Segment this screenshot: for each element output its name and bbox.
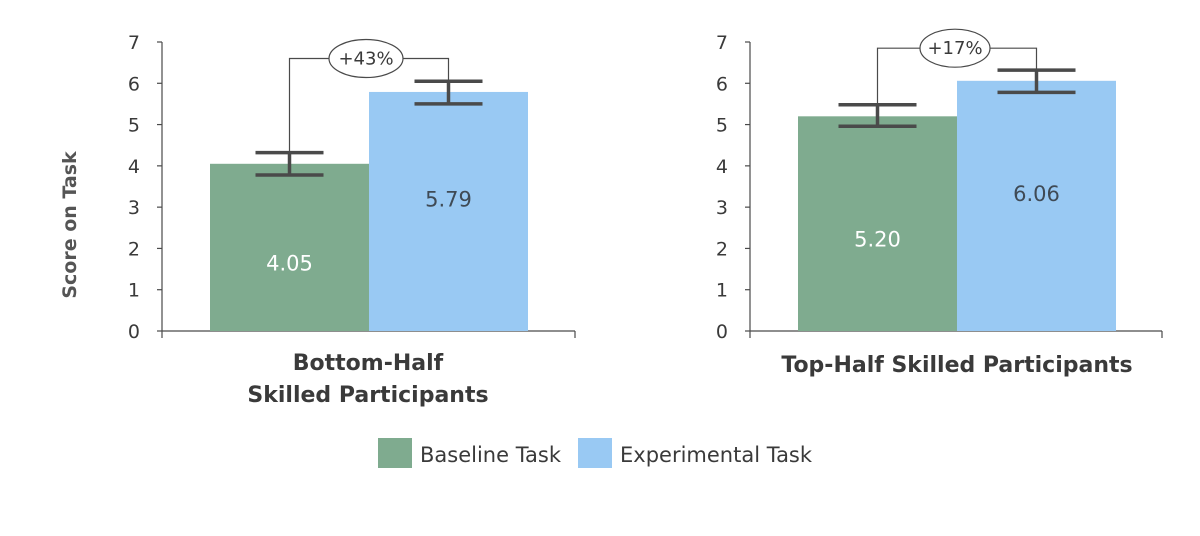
- y-tick-label: 6: [128, 73, 140, 95]
- y-tick-label: 4: [128, 156, 140, 178]
- y-tick-label: 7: [716, 32, 728, 54]
- y-tick-label: 5: [716, 115, 728, 137]
- legend-label-experimental: Experimental Task: [620, 443, 813, 467]
- pct-change-label: +17%: [927, 38, 982, 59]
- bar-value-label: 4.05: [266, 251, 313, 275]
- legend-label-baseline: Baseline Task: [420, 443, 562, 467]
- group-label: Skilled Participants: [247, 383, 488, 408]
- legend-swatch-experimental: [578, 438, 612, 468]
- y-tick-label: 0: [128, 321, 140, 343]
- group-label: Bottom-Half: [293, 351, 444, 376]
- pct-change-ellipse: [919, 28, 991, 68]
- bar-experimental: [957, 80, 1116, 332]
- y-tick-label: 1: [128, 280, 140, 302]
- panel-1: 0 1 2 3 4 5 6 7 4.05 5.79 +43% Bottom-Half Skilled P…: [128, 32, 576, 408]
- error-bar: [255, 150, 324, 177]
- error-bar: [997, 68, 1076, 95]
- error-bar: [838, 103, 917, 128]
- bar-experimental: [369, 91, 528, 331]
- y-tick-label: 3: [716, 197, 728, 219]
- y-tick-label: 2: [716, 238, 728, 260]
- y-tick-label: 7: [128, 32, 140, 54]
- bar-value-label: 5.20: [854, 228, 901, 252]
- bar-value-label: 6.06: [1013, 182, 1060, 206]
- legend: Baseline Task Experimental Task: [378, 438, 813, 468]
- bar-value-label: 5.79: [425, 187, 472, 211]
- legend-swatch-baseline: [378, 438, 412, 468]
- y-tick-label: 2: [128, 238, 140, 260]
- panel-2: 0 1 2 3 4 5 6 7 5.20 6.06 +17% Top-Half Skilled Par…: [716, 28, 1163, 378]
- pct-change-label: +43%: [338, 49, 393, 70]
- pct-change-ellipse: [328, 38, 404, 79]
- y-tick-label: 0: [716, 321, 728, 343]
- bar-baseline: [798, 116, 957, 331]
- group-label: Top-Half Skilled Participants: [781, 353, 1132, 378]
- y-tick-label: 5: [128, 115, 140, 137]
- bar-baseline: [210, 163, 369, 331]
- y-tick-label: 6: [716, 73, 728, 95]
- error-bar: [414, 79, 483, 106]
- y-tick-label: 3: [128, 197, 140, 219]
- y-tick-label: 4: [716, 156, 728, 178]
- y-tick-label: 1: [716, 280, 728, 302]
- y-axis-title: Score on Task: [59, 151, 81, 299]
